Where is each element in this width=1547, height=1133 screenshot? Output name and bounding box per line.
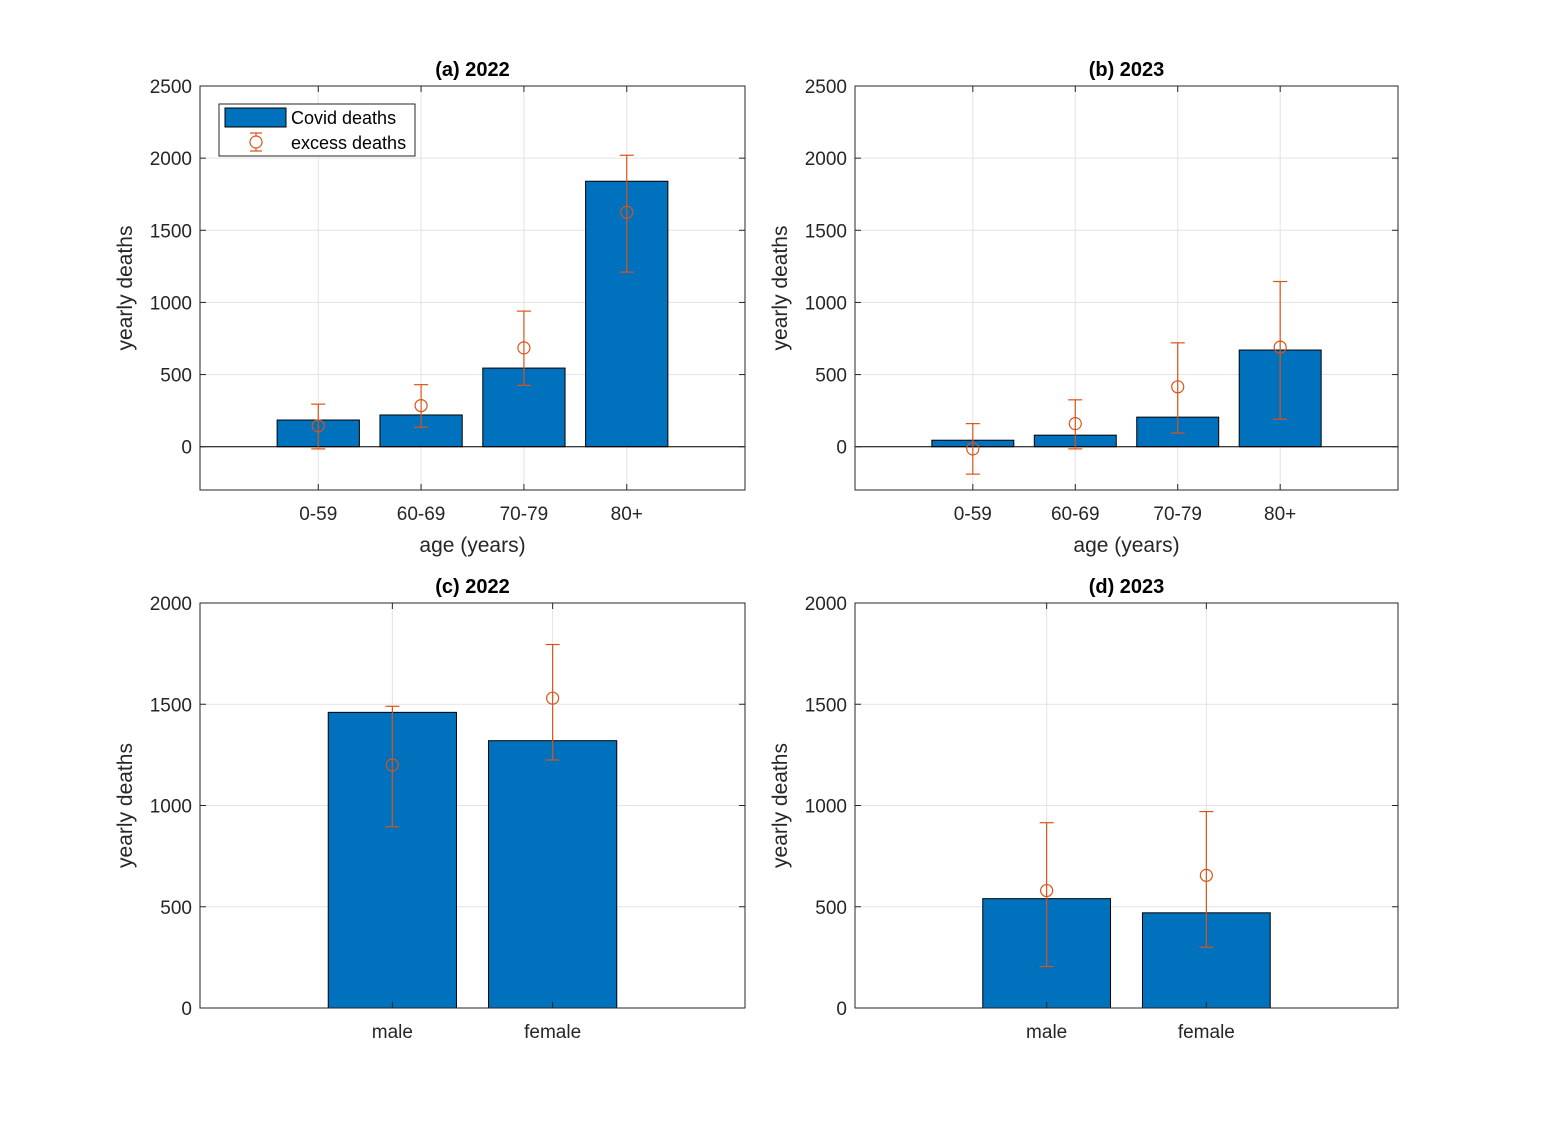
y-tick-label: 2000 — [805, 149, 847, 170]
panel-b: 0 500 1000 1500 2000 2500 0-59 60-69 70-79 80+ (b)… — [769, 59, 1399, 557]
x-tick-label: male — [1026, 1022, 1067, 1043]
y-tick-label: 0 — [181, 999, 192, 1020]
y-tick-label: 1000 — [150, 293, 192, 314]
excess-point-female — [1199, 868, 1213, 882]
y-axis-label: yearly deaths — [769, 743, 792, 868]
y-axis-label: yearly deaths — [769, 226, 792, 351]
legend-bar-swatch — [224, 107, 287, 128]
excess-point-80+ — [620, 205, 634, 219]
y-tick-label: 0 — [181, 438, 192, 459]
y-tick-label: 2500 — [150, 77, 192, 98]
panel-c: 0 500 1000 1500 2000 male female (c) 2022 yearly… — [114, 576, 746, 1043]
y-tick-label: 2000 — [150, 594, 192, 615]
x-tick-label: 60-69 — [1051, 504, 1100, 525]
panel-title: (c) 2022 — [435, 576, 510, 598]
y-tick-label: 0 — [836, 438, 847, 459]
legend-error-marker — [249, 135, 263, 149]
excess-point-60-69 — [1068, 417, 1082, 431]
x-tick-label: female — [1178, 1022, 1235, 1043]
excess-point-0-59 — [966, 442, 980, 456]
y-axis-label: yearly deaths — [114, 226, 137, 351]
y-tick-label: 500 — [815, 898, 847, 919]
y-tick-label: 0 — [836, 999, 847, 1020]
y-tick-label: 2000 — [150, 149, 192, 170]
excess-point-80+ — [1273, 340, 1287, 354]
x-tick-label: 0-59 — [954, 504, 992, 525]
y-tick-label: 2500 — [805, 77, 847, 98]
x-tick-label: 60-69 — [397, 504, 446, 525]
y-tick-label: 2000 — [805, 594, 847, 615]
x-axis-label: age (years) — [419, 534, 525, 557]
y-tick-label: 1500 — [805, 221, 847, 242]
y-tick-label: 500 — [160, 898, 192, 919]
bar-female — [488, 740, 618, 1009]
panel-title: (b) 2023 — [1089, 59, 1165, 81]
x-tick-label: 70-79 — [500, 504, 549, 525]
legend: Covid deaths excess deaths — [218, 103, 416, 157]
excess-point-60-69 — [414, 398, 428, 413]
y-tick-label: 1000 — [805, 797, 847, 818]
y-tick-label: 1000 — [805, 293, 847, 314]
panel-a: 0 500 1000 1500 2000 2500 0-59 60-69 70-79 80+ (a)… — [114, 59, 746, 557]
panel-title: (a) 2022 — [435, 59, 510, 81]
x-tick-label: 80+ — [611, 504, 643, 525]
y-tick-label: 500 — [815, 366, 847, 387]
panel-d: 0 500 1000 1500 2000 male female (d) 2023 yearly… — [769, 576, 1399, 1043]
y-axis-label: yearly deaths — [114, 743, 137, 868]
excess-point-70-79 — [1171, 380, 1185, 394]
x-tick-label: male — [372, 1022, 413, 1043]
panel-title: (d) 2023 — [1089, 576, 1165, 598]
y-tick-label: 500 — [160, 366, 192, 387]
y-tick-label: 1000 — [150, 797, 192, 818]
x-axis-label: age (years) — [1073, 534, 1179, 557]
axes-box-b — [854, 85, 1399, 491]
y-tick-label: 1500 — [150, 221, 192, 242]
x-tick-label: 0-59 — [299, 504, 337, 525]
excess-point-female — [546, 691, 560, 705]
x-tick-label: female — [524, 1022, 581, 1043]
excess-point-70-79 — [517, 341, 531, 355]
excess-point-male — [385, 758, 399, 772]
x-tick-label: 80+ — [1264, 504, 1296, 525]
excess-point-male — [1040, 883, 1054, 898]
y-tick-label: 1500 — [805, 695, 847, 716]
axes-box-a — [199, 85, 746, 491]
excess-point-0-59 — [311, 419, 325, 433]
legend-label-covid: Covid deaths — [291, 108, 396, 128]
x-tick-label: 70-79 — [1153, 504, 1202, 525]
legend-label-excess: excess deaths — [291, 133, 406, 153]
y-tick-label: 1500 — [150, 695, 192, 716]
